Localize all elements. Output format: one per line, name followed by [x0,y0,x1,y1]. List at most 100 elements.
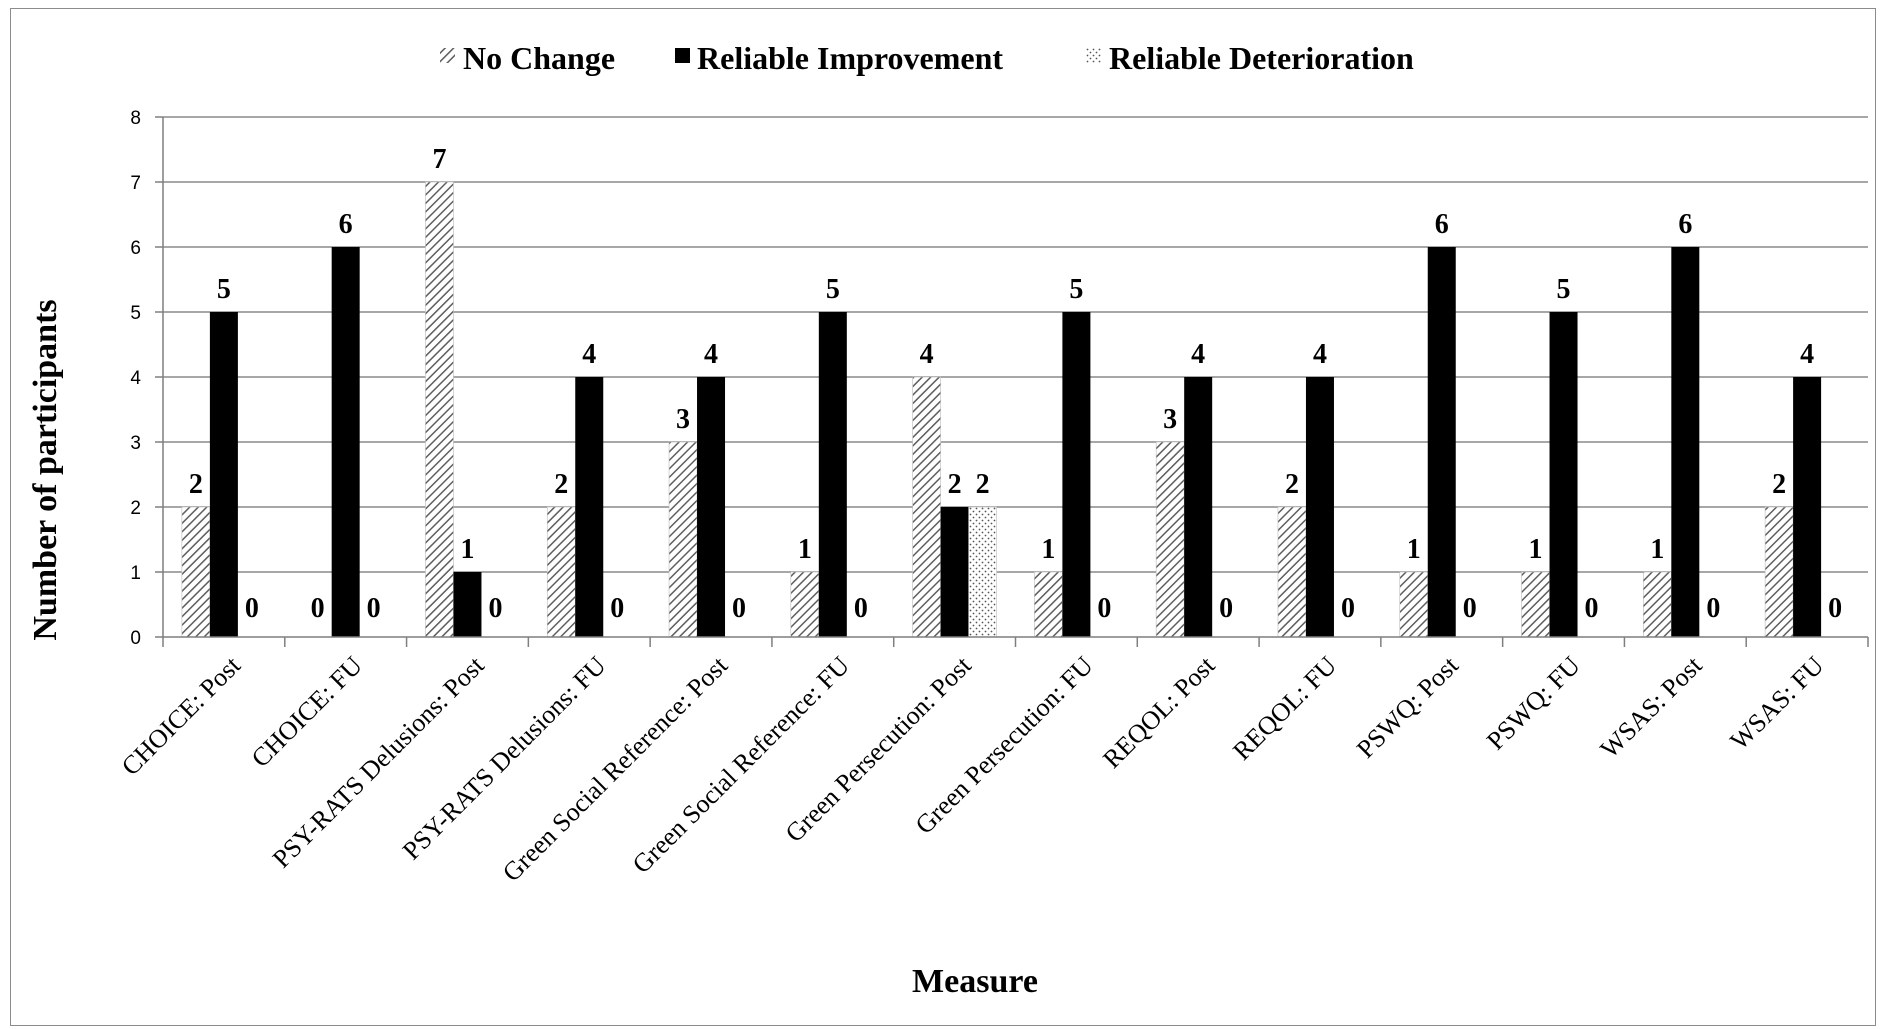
data-label: 4 [1313,339,1327,370]
data-label: 3 [1163,404,1177,435]
data-label: 5 [1557,274,1571,305]
legend-swatch-reliable-deterioration [1086,48,1101,63]
legend-label-reliable-deterioration: Reliable Deterioration [1109,40,1414,76]
axes [162,117,1869,647]
data-label: 0 [488,593,502,624]
legend-item-no-change: No Change [440,40,615,76]
y-tick-label: 7 [130,173,141,194]
y-tick-label: 4 [130,368,141,389]
y-axis-title: Number of participants [27,299,64,640]
data-label: 4 [704,339,718,370]
bar-no-change [181,506,211,638]
data-label: 6 [1435,209,1449,240]
x-category-label: WSAS: FU [1725,651,1830,756]
data-label: 0 [1828,593,1842,624]
data-label: 1 [1407,534,1421,565]
data-label: 4 [920,339,934,370]
y-tick-label: 8 [130,108,141,129]
bar-no-change [546,506,576,638]
bar-reliable-improvement [1305,377,1334,637]
legend-item-reliable-improvement: Reliable Improvement [675,40,1003,76]
data-label: 0 [854,593,868,624]
data-label: 0 [1463,593,1477,624]
bar-reliable-improvement [1671,247,1700,637]
data-label: 5 [217,274,231,305]
data-label: 0 [1219,593,1233,624]
x-category-label: PSY-RATS Delusions: Post [267,650,490,873]
bar-reliable-improvement [1062,312,1091,637]
bar-reliable-deterioration [968,506,997,638]
data-label: 0 [245,593,259,624]
legend-swatch-no-change [440,48,455,63]
bar-reliable-improvement [818,312,847,637]
bar-reliable-improvement [1549,312,1578,637]
legend-item-reliable-deterioration: Reliable Deterioration [1086,40,1414,76]
x-category-label: PSWQ: FU [1481,651,1586,756]
data-label: 0 [610,593,624,624]
data-label: 0 [311,593,325,624]
bar-reliable-improvement [575,377,604,637]
bar-no-change [668,441,698,638]
data-label: 2 [1772,469,1786,500]
data-label: 5 [826,274,840,305]
y-tick-label: 6 [130,238,141,259]
x-category-label: Green Social Reference: FU [627,651,855,879]
bar-no-change [1277,506,1307,638]
bar-reliable-improvement [1184,377,1213,637]
data-label: 3 [676,404,690,435]
data-label: 6 [339,209,353,240]
data-label: 0 [1097,593,1111,624]
data-label: 2 [554,469,568,500]
data-label: 4 [1800,339,1814,370]
x-axis-title: Measure [912,963,1038,1000]
y-tick-label: 1 [130,563,141,584]
data-label: 1 [460,534,474,565]
bar-no-change [1155,441,1185,638]
bar-no-change [790,571,820,638]
data-label: 0 [732,593,746,624]
bar-no-change [425,181,454,638]
data-label: 2 [948,469,962,500]
data-label: 1 [1041,534,1055,565]
x-category-label: CHOICE: Post [116,650,247,781]
y-axis-ticks: 0 1 2 3 4 5 6 7 8 [130,108,163,649]
bar-no-change [1521,571,1550,638]
bar-no-change [1399,571,1429,638]
x-category-label: PSWQ: Post [1351,650,1465,764]
data-label: 5 [1069,274,1083,305]
x-category-label: REQOL: FU [1227,651,1342,766]
y-tick-label: 3 [130,433,141,454]
data-label: 0 [367,593,381,624]
data-label: 6 [1678,209,1692,240]
legend-swatch-reliable-improvement [675,48,690,63]
y-tick-label: 5 [130,303,141,324]
bars [181,181,1822,638]
bar-no-change [1764,506,1794,638]
data-label: 2 [189,469,203,500]
bar-reliable-improvement [697,377,726,637]
data-label: 0 [1585,593,1599,624]
y-tick-label: 0 [130,628,141,649]
data-label: 1 [1650,534,1664,565]
bar-reliable-improvement [1793,377,1822,637]
bar-reliable-improvement [940,507,969,637]
legend-label-no-change: No Change [463,40,615,76]
data-label: 2 [1285,469,1299,500]
legend-label-reliable-improvement: Reliable Improvement [697,40,1003,76]
bar-reliable-improvement [453,572,482,637]
bar-no-change [1643,571,1672,638]
bar-reliable-improvement [209,312,238,637]
bar-reliable-improvement [331,247,360,637]
bar-no-change [912,376,941,638]
data-label: 4 [1191,339,1205,370]
data-label: 2 [976,469,990,500]
x-category-label: PSY-RATS Delusions: FU [397,651,612,866]
gridlines [163,116,1868,573]
bar-no-change [1034,571,1063,638]
data-label: 4 [582,339,596,370]
y-tick-label: 2 [130,498,141,519]
x-category-label: CHOICE: FU [246,651,368,773]
